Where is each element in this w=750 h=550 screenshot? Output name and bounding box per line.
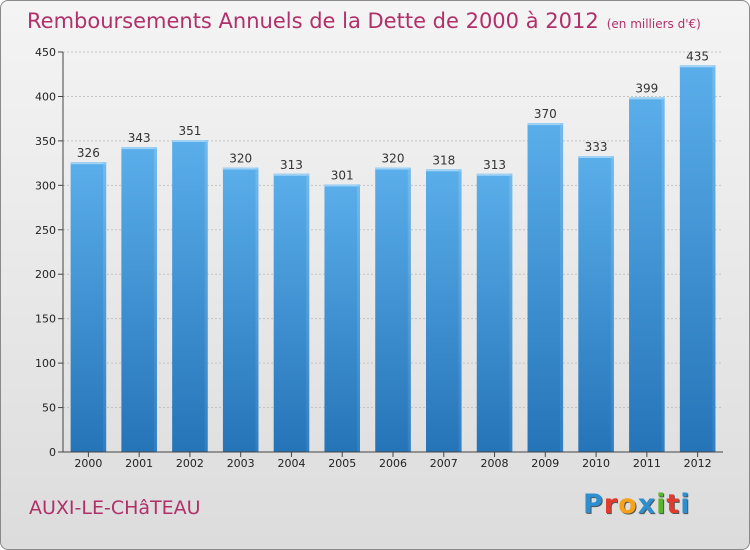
data-label: 343 bbox=[128, 131, 151, 145]
data-label: 399 bbox=[635, 81, 658, 95]
bar-side-shade bbox=[458, 169, 462, 453]
bar bbox=[476, 173, 513, 452]
bar-side-shade bbox=[712, 65, 716, 452]
bar bbox=[578, 156, 614, 452]
logo-letter: P bbox=[583, 489, 604, 520]
x-tick-label: 2004 bbox=[277, 457, 305, 470]
y-tick-label: 450 bbox=[35, 46, 56, 59]
bar-top-highlight bbox=[375, 167, 411, 170]
x-tick-label: 2011 bbox=[633, 457, 661, 470]
bar-top-highlight bbox=[527, 123, 564, 126]
y-tick-label: 300 bbox=[35, 179, 56, 192]
x-tick-label: 2009 bbox=[531, 457, 559, 470]
bar-top-highlight bbox=[121, 147, 157, 150]
bar bbox=[121, 147, 157, 452]
x-tick-label: 2008 bbox=[481, 457, 509, 470]
x-tick-label: 2002 bbox=[176, 457, 204, 470]
bar-top-highlight bbox=[629, 97, 665, 100]
chart-unit: (en milliers d'€) bbox=[606, 17, 701, 31]
bar-side-shade bbox=[610, 156, 614, 452]
logo-letter: t bbox=[666, 489, 681, 520]
bar-side-shade bbox=[306, 173, 310, 452]
x-tick-label: 2012 bbox=[684, 457, 712, 470]
bar-side-shade bbox=[103, 162, 107, 452]
data-label: 435 bbox=[686, 49, 709, 63]
bar-top-highlight bbox=[426, 169, 462, 172]
bar-top-highlight bbox=[324, 184, 360, 187]
bar-side-shade bbox=[407, 167, 411, 453]
bar-top-highlight bbox=[476, 173, 513, 176]
chart-title: Remboursements Annuels de la Dette de 20… bbox=[27, 9, 701, 33]
data-label: 320 bbox=[229, 152, 252, 166]
axis-layer: 0 50 100 150 200 250 300 350 400 450 2000 2001 2002 2… bbox=[35, 46, 723, 470]
bar bbox=[324, 184, 360, 452]
data-label: 320 bbox=[382, 152, 405, 166]
y-tick-label: 50 bbox=[42, 402, 56, 415]
bar-side-shade bbox=[661, 97, 665, 452]
x-tick-label: 2003 bbox=[227, 457, 255, 470]
logo-letter: i bbox=[656, 489, 667, 520]
x-tick-label: 2005 bbox=[328, 457, 356, 470]
bar-side-shade bbox=[255, 167, 259, 453]
data-label: 313 bbox=[483, 158, 506, 172]
bar-layer: 326 343 351 320 313 301 320 318 313 370 333 399 435 bbox=[70, 49, 716, 453]
x-tick-label: 2001 bbox=[125, 457, 153, 470]
data-label: 370 bbox=[534, 107, 557, 121]
bar-side-shade bbox=[153, 147, 157, 452]
bar-top-highlight bbox=[70, 162, 107, 165]
x-tick-label: 2007 bbox=[430, 457, 458, 470]
logo-letter: x bbox=[637, 489, 657, 520]
bar bbox=[629, 97, 665, 452]
bar bbox=[679, 65, 716, 452]
data-label: 326 bbox=[77, 146, 100, 160]
x-tick-label: 2006 bbox=[379, 457, 407, 470]
bar bbox=[426, 169, 462, 453]
y-tick-label: 250 bbox=[35, 224, 56, 237]
logo-letter: i bbox=[680, 489, 691, 520]
y-tick-label: 200 bbox=[35, 268, 56, 281]
bar bbox=[222, 167, 259, 453]
x-tick-label: 2010 bbox=[582, 457, 610, 470]
bar-side-shade bbox=[509, 173, 513, 452]
bar-top-highlight bbox=[222, 167, 259, 170]
bar-side-shade bbox=[204, 140, 208, 452]
bar-side-shade bbox=[357, 184, 360, 452]
y-tick-label: 350 bbox=[35, 135, 56, 148]
bar-top-highlight bbox=[273, 173, 310, 176]
data-label: 301 bbox=[331, 168, 354, 182]
bar bbox=[375, 167, 411, 453]
bar-top-highlight bbox=[679, 65, 716, 68]
y-tick-label: 100 bbox=[35, 357, 56, 370]
bar-side-shade bbox=[560, 123, 564, 452]
logo-letter: o bbox=[618, 489, 638, 520]
data-label: 351 bbox=[178, 124, 201, 138]
data-label: 318 bbox=[432, 153, 455, 167]
bar-top-highlight bbox=[578, 156, 614, 158]
logo-letter: r bbox=[603, 489, 619, 520]
data-label: 313 bbox=[280, 158, 303, 172]
data-label: 333 bbox=[585, 140, 608, 154]
y-tick-label: 400 bbox=[35, 90, 56, 103]
y-tick-label: 150 bbox=[35, 313, 56, 326]
y-tick-label: 0 bbox=[49, 446, 56, 459]
x-tick-label: 2000 bbox=[74, 457, 102, 470]
bar bbox=[172, 140, 208, 452]
municipality-name: AUXI-LE-CHâTEAU bbox=[29, 497, 201, 519]
bar bbox=[273, 173, 310, 452]
bar bbox=[70, 162, 107, 452]
bar-top-highlight bbox=[172, 140, 208, 142]
proxiti-logo: Proxiti bbox=[583, 489, 691, 520]
chart-title-text: Remboursements Annuels de la Dette de 20… bbox=[27, 9, 599, 33]
bar bbox=[527, 123, 564, 452]
